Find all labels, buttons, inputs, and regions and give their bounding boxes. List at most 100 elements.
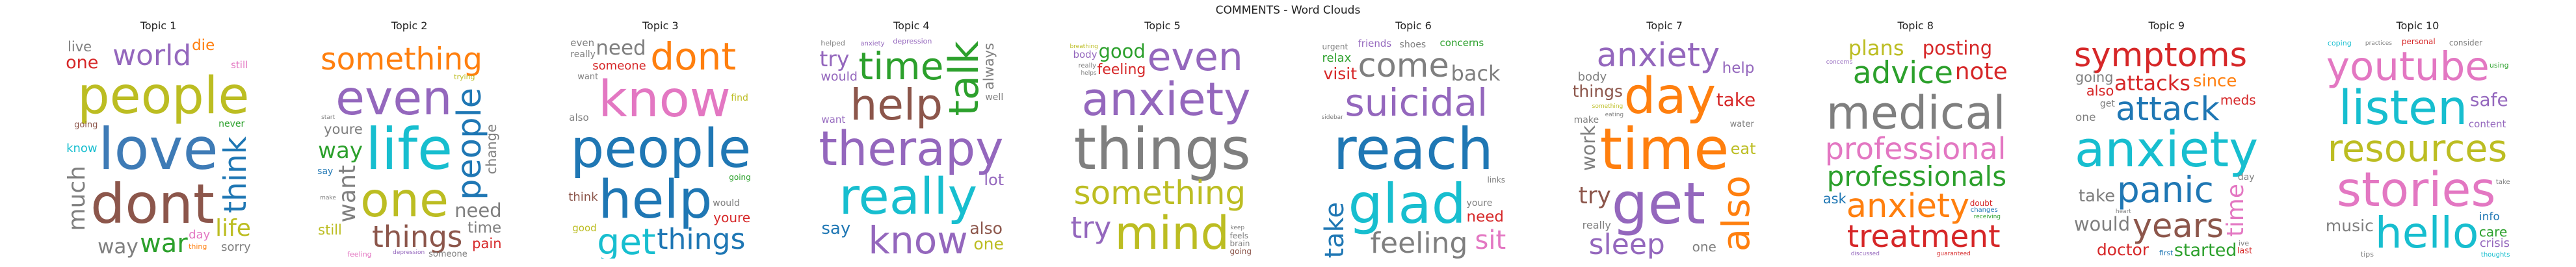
wordcloud-word: one [1692, 239, 1716, 255]
wordcloud-word: personal [2401, 38, 2436, 46]
wordcloud-word: trying [454, 73, 475, 81]
wordcloud-word: time [2222, 184, 2249, 237]
wordcloud-word: concerns [1826, 59, 1853, 66]
wordcloud-word: war [140, 229, 188, 259]
wordcloud-word: anxiety [1596, 38, 1720, 75]
wordcloud-word: dont [650, 38, 737, 79]
wordcloud-word: things [1073, 116, 1251, 183]
wordcloud-word: things [657, 223, 746, 256]
wordcloud-word: youre [713, 210, 751, 225]
wordcloud-word: well [985, 92, 1004, 103]
wordcloud-word: never [218, 119, 245, 129]
wordcloud-word: need [1466, 209, 1505, 225]
wordcloud-word: one [360, 173, 449, 228]
wordcloud-word: take [2078, 186, 2116, 206]
wordcloud-word: reach [1333, 116, 1493, 183]
wordcloud-word: lot [984, 171, 1005, 189]
wordcloud-word: feels [1229, 231, 1249, 240]
wordcloud-word: eating [1605, 112, 1624, 118]
wordcloud-word: dont [90, 172, 215, 236]
wordcloud-word: help [850, 80, 943, 130]
wordcloud-word: world [112, 39, 192, 72]
wordcloud-word: need [596, 38, 646, 60]
panel-title: Topic 9 [2148, 19, 2185, 32]
wordcloud-word: keep [1230, 225, 1245, 231]
wordcloud-word: stories [2336, 162, 2496, 218]
wordcloud-word: sidebar [1321, 114, 1343, 121]
wordcloud-word: helps [1081, 70, 1097, 77]
wordcloud-word: something [321, 42, 483, 77]
wordcloud-word: shoes [1399, 40, 1426, 50]
wordcloud-word: relax [1322, 51, 1352, 65]
wordcloud-word: day [189, 228, 211, 242]
wordcloud-word: first [2159, 249, 2174, 257]
wordcloud-word: help [1722, 60, 1755, 77]
wordcloud-word: also [569, 112, 589, 123]
wordcloud-word: suicidal [1345, 81, 1488, 125]
wordcloud-word: people [570, 118, 752, 180]
wordcloud-word: water [1729, 120, 1754, 129]
wordcloud-word: try [819, 46, 850, 71]
wordcloud-word: feeling [1370, 227, 1468, 259]
wordcloud-word: music [2325, 216, 2374, 235]
wordcloud-word: people [77, 67, 250, 125]
wordcloud-word: going [729, 173, 751, 182]
wordcloud-word: info [2478, 210, 2500, 223]
wordcloud-word: guaranteed [1936, 251, 1971, 257]
wordcloud-word: want [334, 165, 361, 223]
wordcloud-word: talk [940, 41, 988, 116]
panel-title: Topic 2 [391, 19, 428, 32]
wordcloud-word: live [68, 39, 92, 55]
wordcloud-word: always [981, 43, 997, 90]
wordcloud-panel: people help know dont get things someone need yo… [568, 38, 754, 259]
wordcloud-word: note [1954, 58, 2008, 85]
wordcloud-word: things [372, 220, 463, 254]
wordcloud-word: get [2099, 99, 2115, 109]
wordcloud-panel: resources stories listen youtube hello music s… [2324, 38, 2510, 259]
wordcloud-word: take [2495, 179, 2510, 186]
wordcloud-word: sit [1475, 225, 1506, 255]
wordcloud-word: started [2174, 240, 2237, 259]
wordcloud-word: professional [1824, 131, 2006, 166]
wordcloud-word: even [335, 71, 453, 126]
wordcloud-word: things [1572, 82, 1623, 101]
wordcloud-word: plans [1848, 38, 1904, 60]
wordcloud-word: posting [1922, 38, 1993, 59]
wordcloud-word: day [1623, 68, 1716, 125]
wordcloud-word: since [2192, 71, 2237, 91]
panel-title: Topic 6 [1395, 19, 1432, 32]
wordcloud-word: someone [592, 59, 646, 73]
wordcloud-word: help [598, 170, 713, 231]
wordcloud-word: advice [1852, 55, 1953, 91]
wordcloud-word: receiving [1973, 214, 2001, 220]
wordcloud-word: find [731, 93, 748, 103]
wordcloud-word: consider [2449, 38, 2482, 47]
panel-title: Topic 7 [1646, 19, 1683, 32]
wordcloud-word: want [577, 72, 599, 82]
panel-title: Topic 8 [1897, 19, 1934, 32]
wordcloud-word: brain [1229, 239, 1250, 248]
wordcloud-word: life [215, 215, 251, 242]
wordcloud-word: life [365, 116, 453, 183]
wordcloud-word: body [1073, 49, 1097, 60]
wordcloud-word: take [1716, 89, 1756, 110]
wordcloud-word: links [1487, 175, 1506, 184]
wordcloud-word: treatment [1847, 219, 2001, 255]
panel-title: Topic 10 [2396, 19, 2439, 32]
wordcloud-word: think [568, 190, 598, 204]
wordcloud-word: make [1573, 115, 1599, 125]
wordcloud-word: people [451, 88, 490, 200]
wordcloud-word: breathing [1070, 44, 1098, 50]
wordcloud-word: still [318, 222, 342, 238]
wordcloud-word: back [1451, 61, 1501, 86]
wordcloud-word: professionals [1826, 160, 2007, 192]
wordcloud-word: going [2075, 70, 2114, 85]
wordcloud-word: anxiety [1846, 187, 1970, 225]
wordcloud-word: mind [1114, 207, 1229, 259]
wordcloud-word: say [821, 219, 851, 238]
wordcloud-word: something [1592, 103, 1623, 110]
wordcloud-word: would [2073, 213, 2131, 235]
wordcloud-panel: life one even people something things way need w… [317, 38, 503, 259]
wordcloud-word: one [973, 235, 1004, 253]
wordcloud-word: really [570, 49, 596, 60]
